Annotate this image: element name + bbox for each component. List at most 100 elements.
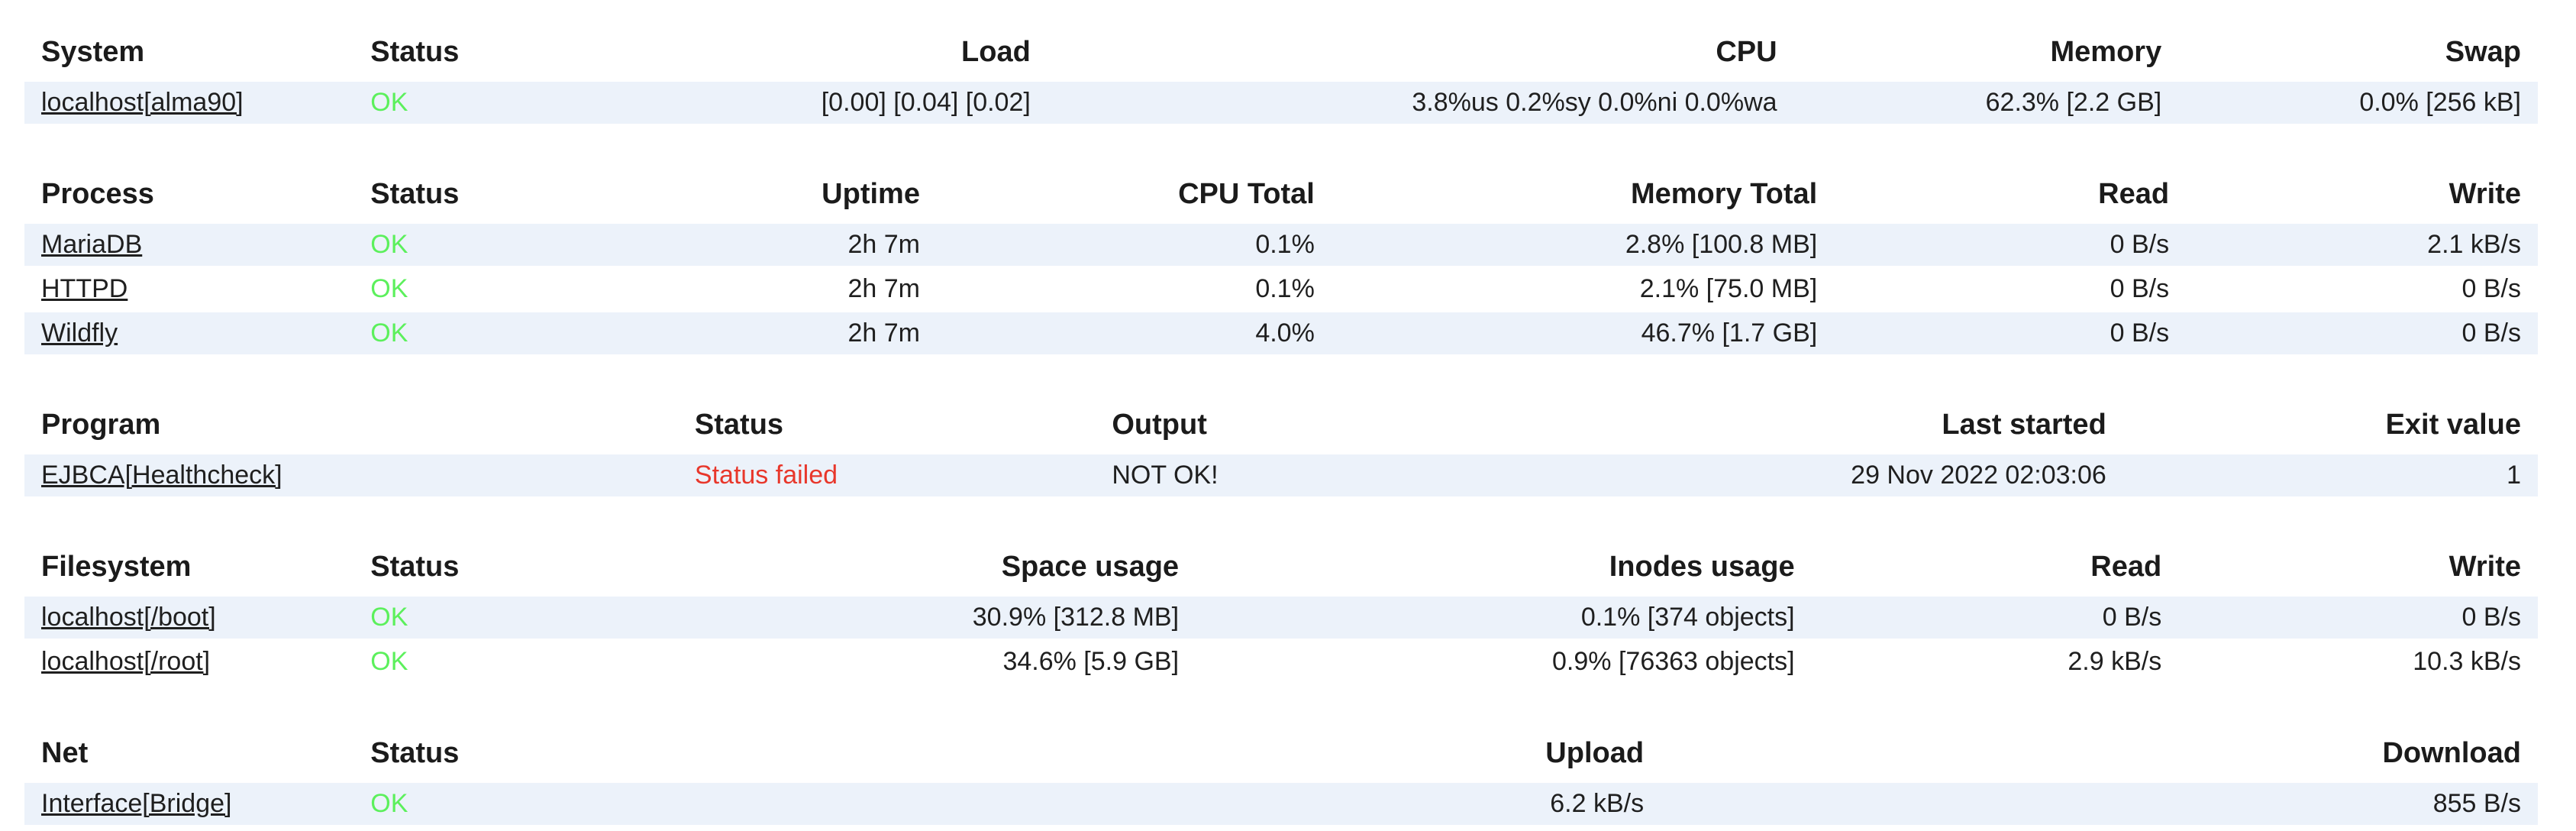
table-row: HTTPD OK 2h 7m 0.1% 2.1% [75.0 MB] 0 B/s… — [24, 268, 2538, 310]
filesystem-header-row: Filesystem Status Space usage Inodes usa… — [24, 544, 2538, 594]
service-name-cell: HTTPD — [24, 268, 353, 310]
swap-column-header: Swap — [2445, 36, 2521, 68]
write-cell: 0 B/s — [2461, 274, 2521, 303]
last-started-cell: 29 Nov 2022 02:03:06 — [1851, 461, 2106, 490]
net-table: Net Status Upload Download Interface[Bri… — [24, 728, 2538, 827]
service-name-cell: localhost[/boot] — [24, 597, 353, 639]
process-header-row: Process Status Uptime CPU Total Memory T… — [24, 171, 2538, 221]
service-name-cell: Wildfly — [24, 312, 353, 354]
output-cell: NOT OK! — [1112, 461, 1219, 490]
exit-value-cell: 1 — [2507, 461, 2521, 490]
read-cell: 0 B/s — [2110, 230, 2170, 259]
uptime-column-header: Uptime — [822, 178, 920, 210]
load-cell: [0.00] [0.04] [0.02] — [821, 88, 1031, 117]
process-service-link[interactable]: MariaDB — [41, 230, 143, 259]
write-cell: 0 B/s — [2461, 318, 2521, 348]
read-cell: 0 B/s — [2110, 274, 2170, 303]
uptime-cell: 2h 7m — [847, 230, 920, 259]
status-column-header: Status — [370, 178, 460, 210]
swap-cell: 0.0% [256 kB] — [2359, 88, 2521, 117]
uptime-cell: 2h 7m — [847, 274, 920, 303]
status-cell: OK — [370, 603, 408, 632]
inodes-usage-column-header: Inodes usage — [1609, 551, 1795, 583]
net-header-row: Net Status Upload Download — [24, 730, 2538, 781]
write-cell: 0 B/s — [2461, 603, 2521, 632]
status-cell: Status failed — [694, 461, 838, 490]
cpu-total-column-header: CPU Total — [1178, 178, 1315, 210]
table-row: Wildfly OK 2h 7m 4.0% 46.7% [1.7 GB] 0 B… — [24, 312, 2538, 354]
program-table: Program Status Output Last started Exit … — [24, 399, 2538, 499]
process-table: Process Status Uptime CPU Total Memory T… — [24, 169, 2538, 357]
write-cell: 2.1 kB/s — [2427, 230, 2521, 259]
table-row: Interface[Bridge] OK 6.2 kB/s 855 B/s — [24, 783, 2538, 825]
uptime-cell: 2h 7m — [847, 318, 920, 348]
program-header-row: Program Status Output Last started Exit … — [24, 402, 2538, 452]
system-table: System Status Load CPU Memory Swap local… — [24, 27, 2538, 126]
memory-cell: 62.3% [2.2 GB] — [1985, 88, 2162, 117]
cpu-total-cell: 4.0% — [1255, 318, 1315, 348]
table-row: localhost[alma90] OK [0.00] [0.04] [0.02… — [24, 82, 2538, 124]
upload-cell: 6.2 kB/s — [1550, 789, 1645, 818]
filesystem-column-header: Filesystem — [41, 551, 192, 583]
process-service-link[interactable]: HTTPD — [41, 274, 128, 303]
memory-total-cell: 2.1% [75.0 MB] — [1639, 274, 1818, 303]
table-row: localhost[/root] OK 34.6% [5.9 GB] 0.9% … — [24, 641, 2538, 683]
write-cell: 10.3 kB/s — [2413, 647, 2521, 676]
read-cell: 0 B/s — [2102, 603, 2162, 632]
space-usage-column-header: Space usage — [1001, 551, 1180, 583]
system-header-row: System Status Load CPU Memory Swap — [24, 29, 2538, 79]
output-column-header: Output — [1112, 409, 1207, 441]
memory-total-cell: 46.7% [1.7 GB] — [1641, 318, 1818, 348]
service-name-cell: localhost[/root] — [24, 641, 353, 683]
exit-value-column-header: Exit value — [2385, 409, 2521, 441]
status-column-header: Status — [370, 737, 460, 769]
service-name-cell: EJBCA[Healthcheck] — [24, 454, 678, 496]
service-name-cell: MariaDB — [24, 224, 353, 266]
last-started-column-header: Last started — [1942, 409, 2106, 441]
memory-column-header: Memory — [2050, 36, 2162, 68]
write-column-header: Write — [2448, 178, 2521, 210]
status-column-header: Status — [370, 36, 460, 68]
table-row: localhost[/boot] OK 30.9% [312.8 MB] 0.1… — [24, 597, 2538, 639]
load-column-header: Load — [961, 36, 1031, 68]
program-service-link[interactable]: EJBCA[Healthcheck] — [41, 461, 282, 490]
upload-column-header: Upload — [1545, 737, 1645, 769]
status-cell: OK — [370, 274, 408, 303]
table-row: MariaDB OK 2h 7m 0.1% 2.8% [100.8 MB] 0 … — [24, 224, 2538, 266]
status-cell: OK — [370, 230, 408, 259]
download-cell: 855 B/s — [2432, 789, 2521, 818]
process-service-link[interactable]: Wildfly — [41, 318, 118, 348]
write-column-header: Write — [2448, 551, 2521, 583]
net-column-header: Net — [41, 737, 89, 769]
filesystem-service-link[interactable]: localhost[/root] — [41, 647, 211, 676]
program-column-header: Program — [41, 409, 161, 441]
status-cell: OK — [370, 647, 408, 676]
net-service-link[interactable]: Interface[Bridge] — [41, 789, 232, 818]
space-usage-cell: 34.6% [5.9 GB] — [1002, 647, 1180, 676]
cpu-total-cell: 0.1% — [1255, 274, 1315, 303]
status-column-header: Status — [694, 409, 784, 441]
system-column-header: System — [41, 36, 145, 68]
inodes-usage-cell: 0.1% [374 objects] — [1580, 603, 1795, 632]
read-column-header: Read — [2090, 551, 2162, 583]
memory-total-cell: 2.8% [100.8 MB] — [1625, 230, 1818, 259]
read-cell: 0 B/s — [2110, 318, 2170, 348]
system-service-link[interactable]: localhost[alma90] — [41, 88, 244, 117]
filesystem-service-link[interactable]: localhost[/boot] — [41, 603, 216, 632]
filesystem-table: Filesystem Status Space usage Inodes usa… — [24, 542, 2538, 685]
status-column-header: Status — [370, 551, 460, 583]
cpu-cell: 3.8%us 0.2%sy 0.0%ni 0.0%wa — [1412, 88, 1777, 117]
cpu-column-header: CPU — [1716, 36, 1777, 68]
service-name-cell: localhost[alma90] — [24, 82, 353, 124]
download-column-header: Download — [2382, 737, 2521, 769]
process-column-header: Process — [41, 178, 154, 210]
space-usage-cell: 30.9% [312.8 MB] — [972, 603, 1180, 632]
memory-total-column-header: Memory Total — [1630, 178, 1818, 210]
table-row: EJBCA[Healthcheck] Status failed NOT OK!… — [24, 454, 2538, 496]
read-cell: 2.9 kB/s — [2068, 647, 2162, 676]
cpu-total-cell: 0.1% — [1255, 230, 1315, 259]
status-cell: OK — [370, 789, 408, 818]
read-column-header: Read — [2098, 178, 2170, 210]
inodes-usage-cell: 0.9% [76363 objects] — [1552, 647, 1795, 676]
